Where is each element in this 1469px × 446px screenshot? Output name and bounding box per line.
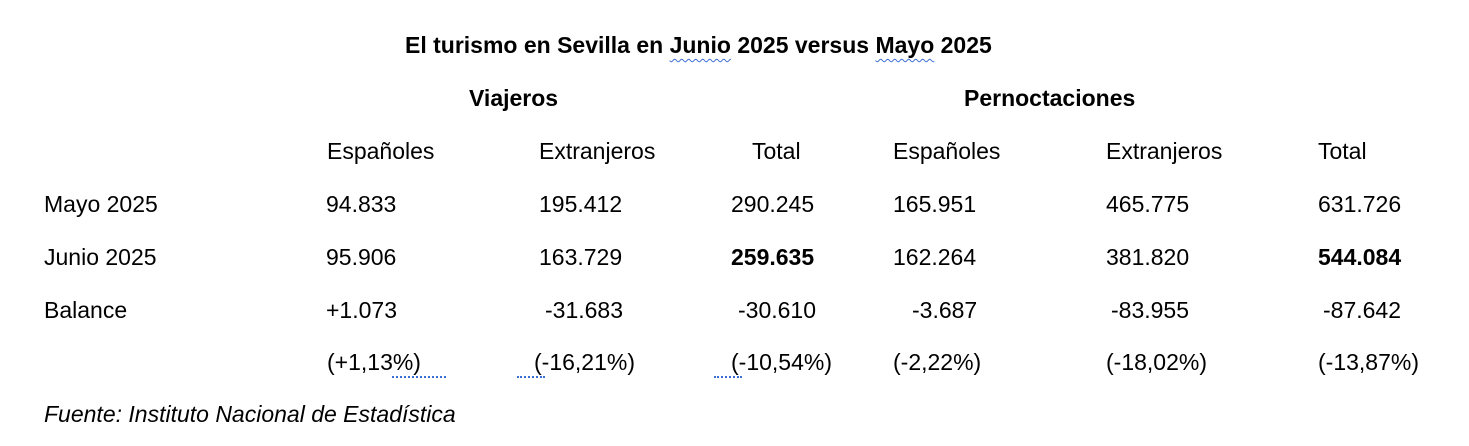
title-part: El turismo en Sevilla en	[405, 32, 670, 58]
table-cell-percent: (-2,22%)	[893, 349, 982, 375]
spellcheck-squiggle	[392, 370, 446, 378]
group-header-viajeros: Viajeros	[469, 85, 559, 111]
row-label-mayo: Mayo 2025	[44, 191, 158, 217]
table-cell-percent: (-13,87%)	[1318, 349, 1419, 375]
spellcheck-squiggle	[517, 370, 545, 378]
spellcheck-squiggle	[714, 370, 742, 378]
table-cell-percent: (-16,21%)	[534, 349, 635, 375]
table-cell-percent: (-18,02%)	[1106, 349, 1207, 375]
table-cell: 290.245	[731, 191, 815, 217]
table-cell: -83.955	[1111, 297, 1190, 323]
row-label-balance: Balance	[44, 297, 128, 323]
column-header: Españoles	[893, 138, 1001, 164]
column-header: Total	[1318, 138, 1367, 164]
page-title: El turismo en Sevilla en Junio 2025 vers…	[405, 31, 992, 59]
table-cell: -87.642	[1323, 297, 1402, 323]
table-cell: +1.073	[326, 297, 397, 323]
row-label-junio: Junio 2025	[44, 244, 157, 270]
table-cell-percent: (+1,13%)	[327, 349, 421, 375]
source-note: Fuente: Instituto Nacional de Estadístic…	[44, 401, 456, 427]
table-cell-total-bold: 259.635	[731, 244, 815, 270]
table-cell: -3.687	[912, 297, 978, 323]
group-header-pernoctaciones: Pernoctaciones	[964, 85, 1136, 111]
column-header: Total	[752, 138, 801, 164]
table-cell-percent: (-10,54%)	[731, 349, 832, 375]
table-cell: 195.412	[539, 191, 623, 217]
title-part: 2025 versus	[730, 32, 876, 58]
table-cell: 94.833	[326, 191, 397, 217]
table-cell: 95.906	[326, 244, 397, 270]
table-cell: 631.726	[1318, 191, 1402, 217]
table-cell: -31.683	[545, 297, 624, 323]
table-cell: 162.264	[893, 244, 977, 270]
title-part: Junio	[669, 32, 731, 58]
title-part: Mayo	[875, 32, 935, 58]
table-cell: -30.610	[738, 297, 817, 323]
table-cell: 165.951	[893, 191, 977, 217]
table-cell: 381.820	[1106, 244, 1190, 270]
column-header: Españoles	[327, 138, 435, 164]
table-cell: 465.775	[1106, 191, 1190, 217]
table-cell-total-bold: 544.084	[1318, 244, 1402, 270]
column-header: Extranjeros	[539, 138, 656, 164]
title-part: 2025	[934, 32, 992, 58]
column-header: Extranjeros	[1106, 138, 1223, 164]
table-cell: 163.729	[539, 244, 623, 270]
